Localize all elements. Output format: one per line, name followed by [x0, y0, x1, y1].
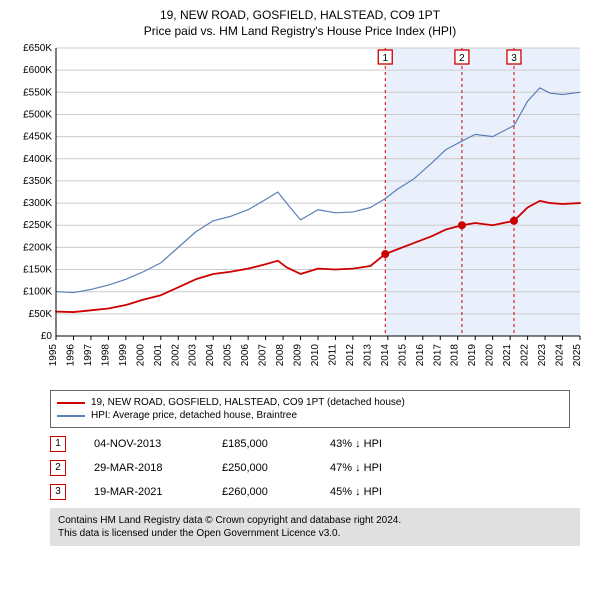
chart-container: 19, NEW ROAD, GOSFIELD, HALSTEAD, CO9 1P…	[0, 0, 600, 590]
sales-list: 1 04-NOV-2013 £185,000 43% ↓ HPI 2 29-MAR-201…	[50, 436, 570, 500]
svg-text:2002: 2002	[170, 344, 181, 367]
svg-text:£150K: £150K	[23, 265, 52, 276]
svg-text:£500K: £500K	[23, 109, 52, 120]
svg-text:2005: 2005	[223, 344, 234, 367]
svg-text:2009: 2009	[293, 344, 304, 367]
footer-line-1: Contains HM Land Registry data © Crown c…	[58, 514, 572, 527]
svg-text:3: 3	[511, 53, 517, 64]
svg-text:2006: 2006	[240, 344, 251, 367]
svg-text:2011: 2011	[327, 344, 338, 366]
svg-text:2000: 2000	[135, 344, 146, 367]
sale-date-1: 04-NOV-2013	[94, 438, 194, 450]
svg-text:2013: 2013	[362, 344, 373, 367]
sale-date-2: 29-MAR-2018	[94, 462, 194, 474]
chart: £0 £50K £100K £150K £200K £250K £300K £350K £400…	[10, 42, 590, 382]
chart-svg: £0 £50K £100K £150K £200K £250K £300K £350K £400…	[10, 42, 590, 382]
sale-pct-1: 43% ↓ HPI	[330, 438, 420, 450]
svg-text:£0: £0	[41, 331, 53, 342]
svg-text:£600K: £600K	[23, 65, 52, 76]
svg-text:2022: 2022	[520, 344, 531, 367]
sale-num-3: 3	[50, 484, 66, 500]
sale-num-1: 1	[50, 436, 66, 452]
svg-text:£400K: £400K	[23, 154, 52, 165]
title-line-2: Price paid vs. HM Land Registry's House …	[10, 24, 590, 38]
sale-pct-2: 47% ↓ HPI	[330, 462, 420, 474]
svg-text:£450K: £450K	[23, 132, 52, 143]
svg-text:£100K: £100K	[23, 287, 52, 298]
sale-price-1: £185,000	[222, 438, 302, 450]
svg-text:1: 1	[382, 53, 388, 64]
sale-price-2: £250,000	[222, 462, 302, 474]
svg-text:2016: 2016	[415, 344, 426, 367]
svg-text:2017: 2017	[432, 344, 443, 367]
sale-date-3: 19-MAR-2021	[94, 486, 194, 498]
svg-text:1996: 1996	[65, 344, 76, 367]
svg-text:2012: 2012	[345, 344, 356, 367]
svg-text:1999: 1999	[118, 344, 129, 367]
sale-num-2: 2	[50, 460, 66, 476]
svg-text:1995: 1995	[48, 344, 59, 367]
svg-text:2003: 2003	[188, 344, 199, 367]
sale-price-3: £260,000	[222, 486, 302, 498]
svg-text:1998: 1998	[100, 344, 111, 367]
legend-row-property: 19, NEW ROAD, GOSFIELD, HALSTEAD, CO9 1P…	[57, 397, 563, 408]
svg-text:£650K: £650K	[23, 43, 52, 54]
svg-text:£300K: £300K	[23, 198, 52, 209]
svg-text:2019: 2019	[467, 344, 478, 367]
sale-row-3: 3 19-MAR-2021 £260,000 45% ↓ HPI	[50, 484, 570, 500]
legend-label-property: 19, NEW ROAD, GOSFIELD, HALSTEAD, CO9 1P…	[91, 397, 405, 408]
svg-text:2018: 2018	[450, 344, 461, 367]
sale-pct-3: 45% ↓ HPI	[330, 486, 420, 498]
svg-text:2023: 2023	[537, 344, 548, 367]
legend-swatch-hpi	[57, 415, 85, 417]
svg-text:2024: 2024	[555, 344, 566, 367]
svg-text:2025: 2025	[572, 344, 583, 367]
svg-text:£350K: £350K	[23, 176, 52, 187]
svg-text:2: 2	[459, 53, 465, 64]
svg-text:2001: 2001	[153, 344, 164, 367]
title-line-1: 19, NEW ROAD, GOSFIELD, HALSTEAD, CO9 1P…	[10, 8, 590, 22]
svg-text:2007: 2007	[258, 344, 269, 367]
legend-swatch-property	[57, 402, 85, 404]
svg-text:£200K: £200K	[23, 242, 52, 253]
footer-attribution: Contains HM Land Registry data © Crown c…	[50, 508, 580, 546]
legend-row-hpi: HPI: Average price, detached house, Brai…	[57, 410, 563, 421]
title-block: 19, NEW ROAD, GOSFIELD, HALSTEAD, CO9 1P…	[10, 8, 590, 38]
sale-row-1: 1 04-NOV-2013 £185,000 43% ↓ HPI	[50, 436, 570, 452]
svg-text:£250K: £250K	[23, 220, 52, 231]
legend-box: 19, NEW ROAD, GOSFIELD, HALSTEAD, CO9 1P…	[50, 390, 570, 428]
footer-line-2: This data is licensed under the Open Gov…	[58, 527, 572, 540]
svg-text:2004: 2004	[205, 344, 216, 367]
legend-label-hpi: HPI: Average price, detached house, Brai…	[91, 410, 297, 421]
svg-text:1997: 1997	[83, 344, 94, 367]
sale-row-2: 2 29-MAR-2018 £250,000 47% ↓ HPI	[50, 460, 570, 476]
svg-text:2015: 2015	[397, 344, 408, 367]
svg-text:2020: 2020	[485, 344, 496, 367]
svg-text:£550K: £550K	[23, 87, 52, 98]
svg-text:2010: 2010	[310, 344, 321, 367]
svg-text:2021: 2021	[502, 344, 513, 367]
svg-text:2008: 2008	[275, 344, 286, 367]
svg-text:2014: 2014	[380, 344, 391, 367]
svg-text:£50K: £50K	[29, 309, 53, 320]
